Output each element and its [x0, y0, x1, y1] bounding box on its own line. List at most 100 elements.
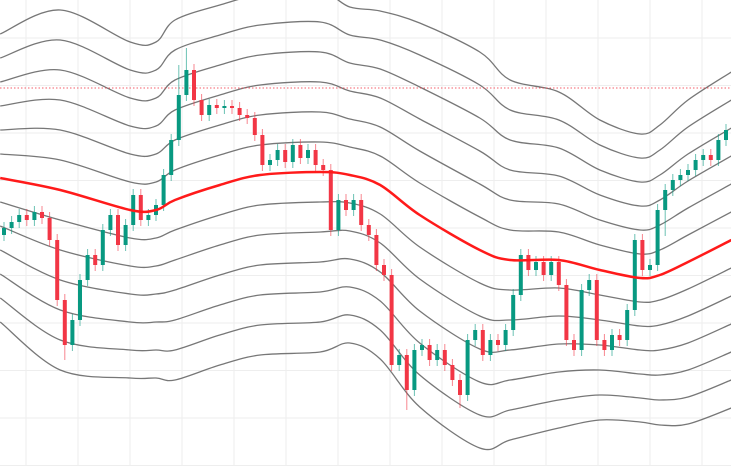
candle-down — [556, 256, 561, 291]
candle-body — [397, 355, 402, 365]
candle-body — [716, 140, 721, 160]
candle-body — [366, 225, 371, 235]
candle-body — [17, 215, 22, 222]
candle-down — [496, 334, 500, 351]
candle-up — [2, 222, 6, 241]
candle-down — [344, 194, 348, 216]
candle-body — [473, 330, 478, 340]
candle-down — [594, 274, 599, 346]
candle-body — [427, 345, 432, 360]
middle-line — [0, 170, 731, 280]
candle-body — [306, 150, 310, 158]
candle-body — [678, 175, 683, 180]
candle-body — [450, 365, 455, 380]
candle-up — [108, 209, 113, 236]
candle-down — [24, 209, 29, 226]
candle-up — [275, 144, 280, 166]
candle-up — [579, 284, 584, 356]
bands — [0, 0, 731, 451]
candle-up — [123, 219, 128, 251]
candle-body — [655, 210, 660, 265]
candle-body — [549, 262, 554, 275]
candle-up — [222, 100, 227, 114]
candle-down — [245, 109, 250, 124]
candle-body — [556, 262, 561, 285]
candle-up — [9, 216, 14, 234]
candle-down — [62, 294, 67, 360]
candle-up — [161, 169, 166, 211]
candle-up — [701, 149, 706, 166]
candle-down — [564, 279, 569, 346]
upper-band-line — [0, 50, 731, 183]
candle-body — [587, 280, 592, 290]
candle-body — [176, 95, 181, 140]
candle-up — [351, 194, 356, 216]
candle-body — [321, 165, 326, 170]
candle-body — [100, 230, 105, 265]
candle-up — [610, 329, 614, 356]
candle-body — [169, 140, 174, 175]
candle-down — [192, 64, 196, 106]
candle-down — [389, 269, 394, 371]
candle-down — [480, 324, 485, 361]
candle-up — [488, 334, 493, 361]
candle-up — [268, 154, 272, 171]
candle-body — [541, 262, 546, 275]
candle-body — [40, 212, 44, 218]
candle-body — [534, 262, 538, 270]
candle-down — [260, 129, 265, 171]
candle-up — [686, 164, 690, 181]
candle-down — [458, 374, 462, 408]
candle-body — [2, 228, 6, 235]
candle-body — [458, 380, 462, 395]
candle-body — [701, 155, 706, 160]
candle-down — [252, 112, 257, 141]
candle-body — [161, 175, 166, 205]
candle-body — [602, 340, 607, 350]
candle-body — [283, 150, 288, 162]
candle-down — [602, 334, 607, 356]
candle-body — [663, 190, 668, 210]
candle-up — [625, 304, 630, 346]
candle-body — [184, 70, 189, 95]
candle-body — [420, 345, 424, 350]
candle-body — [93, 255, 98, 265]
lower-band-line — [0, 273, 731, 386]
upper-band-line — [0, 0, 731, 135]
candle-body — [24, 215, 29, 220]
candle-down — [230, 100, 234, 114]
candle-body — [648, 265, 652, 270]
candle-up — [663, 184, 668, 236]
candle-body — [237, 108, 242, 115]
candle-up — [465, 334, 470, 401]
candle-body — [382, 265, 386, 275]
upper-band-line — [0, 111, 731, 231]
candle-down — [374, 229, 379, 271]
candle-body — [47, 218, 52, 240]
candle-up — [420, 339, 424, 356]
candle-up — [290, 139, 295, 168]
candle-body — [640, 240, 645, 270]
candle-body — [374, 235, 379, 265]
candle-body — [632, 240, 637, 310]
candle-up — [78, 274, 82, 326]
candle-down — [382, 259, 386, 281]
candle-down — [93, 249, 98, 271]
candle-body — [412, 350, 417, 390]
upper-band-line — [0, 20, 731, 159]
candle-body — [389, 275, 394, 365]
candle-down — [214, 99, 219, 114]
candle-body — [724, 130, 728, 140]
middle-line-group — [0, 170, 731, 280]
candle-up — [184, 48, 189, 101]
upper-band-line — [0, 81, 731, 207]
candle-body — [146, 215, 151, 220]
candle-up — [724, 124, 728, 146]
candle-body — [230, 106, 234, 108]
upper-band-line — [0, 141, 731, 255]
candle-down — [442, 344, 447, 371]
candle-body — [85, 255, 90, 280]
candle-body — [313, 150, 318, 165]
candle-body — [328, 170, 333, 230]
candle-up — [70, 314, 75, 351]
